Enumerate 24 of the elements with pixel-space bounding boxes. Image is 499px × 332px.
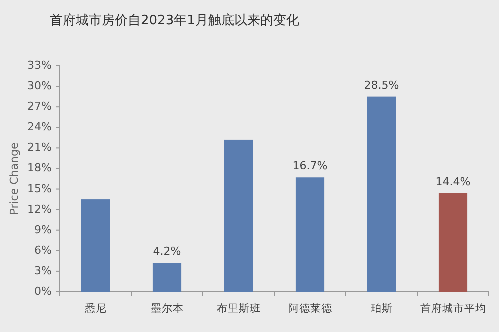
y-tick-label: 21%	[28, 141, 52, 154]
y-tick-label: 12%	[28, 202, 52, 216]
title: 首府城市房价自2023年1月触底以来的变化	[50, 14, 300, 29]
x-tick-label: 珀斯	[370, 302, 393, 315]
data-label: 4.2%	[153, 245, 182, 258]
y-tick-label: 0%	[34, 285, 52, 298]
x-tick-label: 悉尼	[84, 302, 107, 315]
y-tick-label: 27%	[28, 100, 52, 114]
data-label: 16.7%	[292, 160, 328, 173]
data-label: 28.5%	[364, 78, 400, 92]
y-tick-label: 15%	[28, 182, 52, 196]
x-tick-label: 首府城市平均	[420, 302, 486, 315]
y-tick-label: 3%	[34, 264, 52, 278]
x-tick-label: 布里斯班	[216, 302, 261, 315]
y-axis-title: Price Change	[8, 142, 22, 216]
y-tick-label: 33%	[28, 59, 52, 72]
y-tick-label: 30%	[28, 80, 52, 93]
data-label: 14.4%	[436, 175, 471, 188]
x-tick-label: 阿德莱德	[288, 302, 332, 315]
y-tick-label: 24%	[28, 120, 52, 134]
y-tick-label: 9%	[34, 223, 52, 236]
y-tick-label: 18%	[28, 162, 52, 175]
x-tick-label: 墨尔本	[150, 302, 184, 315]
y-tick-label: 6%	[34, 244, 52, 257]
